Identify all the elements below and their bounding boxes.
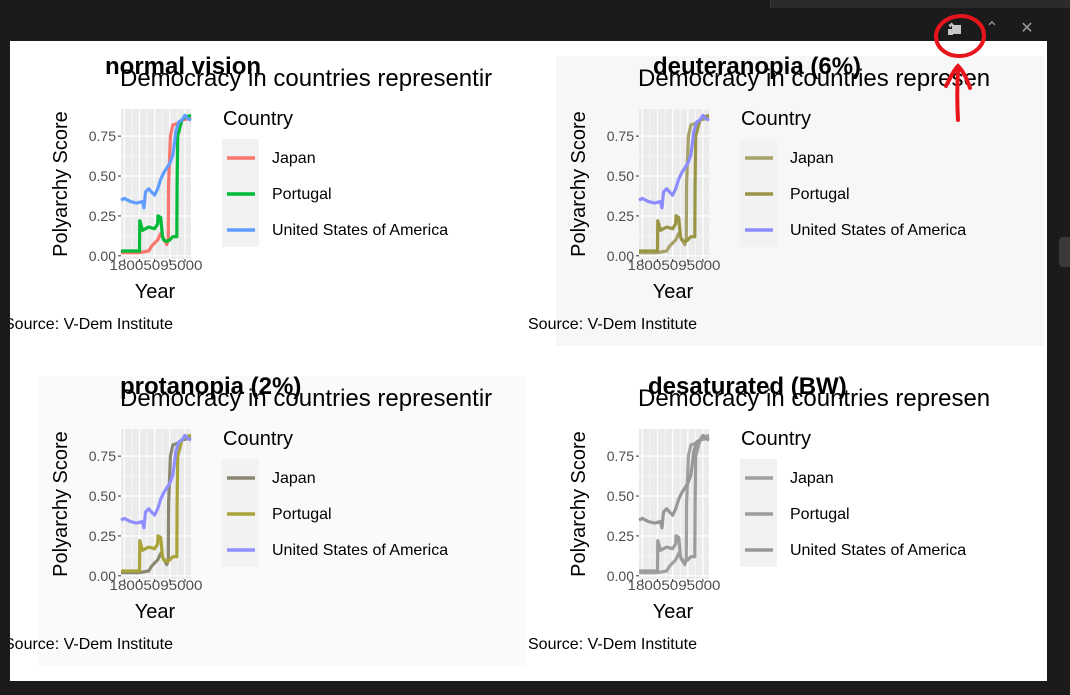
x-axis-title: Year: [653, 281, 694, 303]
plot-panel: 0.00 0.25 0.50 0.75 18005095000 Year Polyarchy…: [10, 41, 1047, 681]
y-tick-label: 0.75: [607, 448, 634, 464]
legend-label: Japan: [272, 470, 316, 487]
series-line-portugal: [121, 113, 192, 253]
zoom-icon: [948, 22, 961, 35]
plot-3: 0.00 0.25 0.50 0.75 18005095000 Year Polyarchy…: [10, 373, 526, 666]
legend-label: Portugal: [790, 506, 850, 523]
y-axis-title: Polyarchy Score: [50, 431, 72, 577]
y-tick-label: 0.00: [89, 248, 116, 264]
series-line-united-states-of-america: [638, 433, 710, 530]
series-line-portugal: [639, 433, 710, 573]
chart-subtitle: Democracy in countries representir: [120, 385, 492, 412]
y-tick-label: 0.25: [89, 208, 116, 224]
legend-title: Country: [223, 428, 293, 450]
source-caption: Source: V-Dem Institute: [528, 636, 697, 653]
series-line-united-states-of-america: [120, 113, 192, 210]
legend-label: United States of America: [790, 542, 966, 559]
series-line-portugal: [121, 433, 192, 573]
x-axis-title: Year: [135, 601, 176, 623]
series-line-united-states-of-america: [120, 433, 192, 530]
y-tick-label: 0.25: [607, 208, 634, 224]
y-tick-label: 0.50: [607, 488, 634, 504]
y-tick-label: 0.00: [89, 568, 116, 584]
panel-title: deuteranopia (6%): [653, 53, 861, 80]
plot-1: 0.00 0.25 0.50 0.75 18005095000 Year Polyarchy…: [10, 53, 492, 333]
x-tick-labels: 18005095000: [110, 257, 203, 273]
maximize-button[interactable]: ⌃: [981, 18, 1003, 40]
scroll-handle[interactable]: [1059, 237, 1070, 267]
legend-label: Japan: [790, 470, 834, 487]
x-tick-labels: 18005095000: [110, 577, 203, 593]
plot-background: [38, 376, 526, 666]
source-caption: Source: V-Dem Institute: [10, 636, 173, 653]
series-line-portugal: [639, 113, 710, 253]
zoom-button[interactable]: [943, 18, 965, 40]
y-tick-label: 0.75: [89, 448, 116, 464]
plot-4: 0.00 0.25 0.50 0.75 18005095000 Year Polyarchy…: [528, 373, 990, 653]
x-axis-title: Year: [653, 601, 694, 623]
y-axis-title: Polyarchy Score: [50, 111, 72, 257]
y-tick-label: 0.75: [607, 128, 634, 144]
y-axis-title: Polyarchy Score: [568, 431, 590, 577]
panel-title: normal vision: [105, 53, 261, 80]
x-tick-labels: 18005095000: [628, 577, 721, 593]
close-icon: ✕: [1020, 20, 1034, 37]
plot-background: [556, 56, 1044, 346]
close-button[interactable]: ✕: [1016, 18, 1038, 40]
y-axis-title: Polyarchy Score: [568, 111, 590, 257]
legend-label: Japan: [790, 150, 834, 167]
y-tick-label: 0.00: [607, 568, 634, 584]
y-tick-label: 0.25: [89, 528, 116, 544]
chart-subtitle: Democracy in countries representir: [120, 65, 492, 92]
source-caption: Source: V-Dem Institute: [528, 316, 697, 333]
legend-label: Portugal: [272, 186, 332, 203]
legend-title: Country: [223, 108, 293, 130]
panel-title: protanopia (2%): [120, 373, 301, 400]
legend-label: United States of America: [272, 542, 448, 559]
x-tick-labels: 18005095000: [628, 257, 721, 273]
legend-title: Country: [741, 108, 811, 130]
series-line-united-states-of-america: [638, 113, 710, 210]
plot-2: 0.00 0.25 0.50 0.75 18005095000 Year Polyarchy…: [528, 53, 1044, 346]
chart-subtitle: Democracy in countries represen: [638, 65, 990, 92]
top-strip-segment: [0, 0, 771, 8]
chart-subtitle: Democracy in countries represen: [638, 385, 990, 412]
legend-label: Japan: [272, 150, 316, 167]
y-tick-label: 0.50: [607, 168, 634, 184]
y-tick-label: 0.00: [607, 248, 634, 264]
y-tick-label: 0.25: [607, 528, 634, 544]
double-chevron-up-icon: ⌃: [985, 20, 999, 37]
plots-canvas: 0.00 0.25 0.50 0.75 18005095000 Year Polyarchy…: [10, 53, 1044, 666]
y-tick-label: 0.50: [89, 168, 116, 184]
y-tick-label: 0.50: [89, 488, 116, 504]
legend-label: Portugal: [790, 186, 850, 203]
window-top-strip: [0, 0, 1070, 8]
y-tick-label: 0.75: [89, 128, 116, 144]
source-caption: Source: V-Dem Institute: [10, 316, 173, 333]
legend-title: Country: [741, 428, 811, 450]
legend-label: Portugal: [272, 506, 332, 523]
legend-label: United States of America: [790, 222, 966, 239]
viewer-toolbar: ⌃ ✕: [0, 8, 1070, 40]
panel-title: desaturated (BW): [648, 373, 847, 400]
x-axis-title: Year: [135, 281, 176, 303]
legend-label: United States of America: [272, 222, 448, 239]
